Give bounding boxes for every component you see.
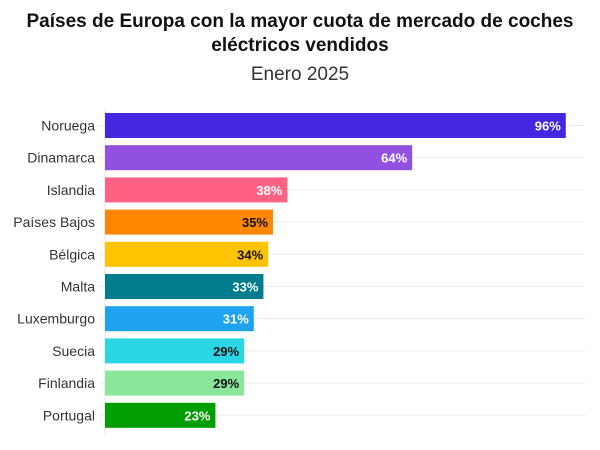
bar (105, 402, 216, 428)
category-label: Bélgica (49, 246, 95, 262)
chart-title: Países de Europa con la mayor cuota de m… (26, 11, 574, 56)
data-label: 96% (535, 119, 561, 134)
data-label: 31% (223, 312, 249, 327)
bar (105, 370, 245, 396)
category-label: Noruega (41, 118, 95, 134)
category-label: Islandia (47, 182, 95, 198)
category-label: Portugal (43, 407, 95, 423)
bar (105, 241, 269, 267)
bar (105, 113, 566, 138)
data-label: 34% (237, 247, 263, 262)
category-label: Malta (61, 279, 95, 295)
data-label: 33% (232, 280, 258, 295)
bar (105, 209, 273, 235)
data-label: 29% (213, 376, 239, 391)
bar (105, 274, 264, 299)
category-label: Finlandia (38, 375, 95, 391)
data-label: 64% (381, 151, 407, 166)
bar (105, 145, 413, 171)
category-label: Dinamarca (27, 150, 95, 166)
data-label: 29% (213, 344, 239, 359)
category-label: Suecia (52, 343, 95, 359)
chart-subtitle: Enero 2025 (250, 64, 350, 85)
category-label: Países Bajos (13, 214, 95, 230)
data-label: 23% (184, 408, 210, 423)
category-label: Luxemburgo (17, 311, 95, 327)
data-label: 35% (242, 215, 268, 230)
data-label: 38% (256, 183, 282, 198)
bar (105, 177, 288, 203)
bar (105, 338, 245, 364)
bar (105, 306, 254, 332)
